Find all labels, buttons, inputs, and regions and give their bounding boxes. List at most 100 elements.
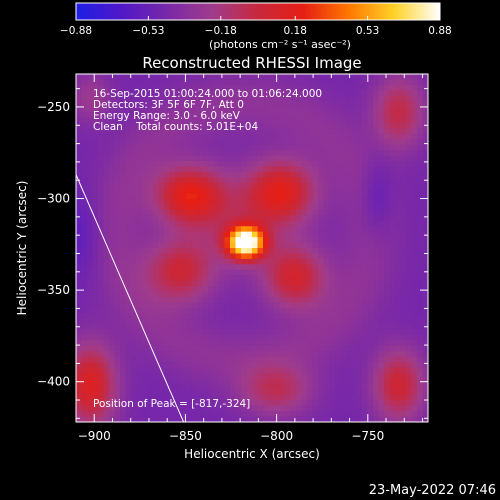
heatmap-cell bbox=[120, 122, 127, 129]
heatmap-cell bbox=[384, 307, 391, 314]
heatmap-cell bbox=[290, 264, 297, 271]
heatmap-cell bbox=[373, 106, 380, 113]
heatmap-cell bbox=[252, 106, 259, 113]
heatmap-cell bbox=[274, 204, 281, 211]
heatmap-cell bbox=[378, 291, 385, 298]
heatmap-cell bbox=[180, 307, 187, 314]
heatmap-cell bbox=[213, 215, 220, 222]
heatmap-cell bbox=[230, 302, 237, 309]
heatmap-cell bbox=[307, 400, 314, 407]
heatmap-cell bbox=[279, 318, 286, 325]
heatmap-cell bbox=[230, 144, 237, 151]
heatmap-cell bbox=[142, 400, 149, 407]
heatmap-cell bbox=[373, 101, 380, 108]
heatmap-cell bbox=[290, 351, 297, 358]
heatmap-cell bbox=[290, 329, 297, 336]
heatmap-cell bbox=[422, 400, 428, 407]
heatmap-cell bbox=[296, 188, 303, 195]
heatmap-cell bbox=[334, 280, 341, 287]
heatmap-cell bbox=[136, 378, 143, 385]
heatmap-cell bbox=[257, 84, 264, 91]
heatmap-cell bbox=[103, 139, 110, 146]
heatmap-cell bbox=[252, 74, 259, 81]
heatmap-cell bbox=[301, 122, 308, 129]
heatmap-cell bbox=[329, 318, 336, 325]
heatmap-cell bbox=[334, 318, 341, 325]
heatmap-cell bbox=[114, 144, 121, 151]
heatmap-cell bbox=[356, 90, 363, 97]
heatmap-cell bbox=[285, 383, 292, 390]
heatmap-cell bbox=[246, 74, 253, 81]
heatmap-cell bbox=[125, 133, 132, 140]
heatmap-cell bbox=[252, 117, 259, 124]
heatmap-cell bbox=[76, 209, 83, 216]
heatmap-cell bbox=[136, 264, 143, 271]
heatmap-cell bbox=[384, 394, 391, 401]
heatmap-cell bbox=[340, 209, 347, 216]
heatmap-cell bbox=[395, 329, 402, 336]
heatmap-cell bbox=[131, 411, 138, 418]
heatmap-cell bbox=[246, 155, 253, 162]
heatmap-cell bbox=[268, 177, 275, 184]
heatmap-cell bbox=[312, 101, 319, 108]
heatmap-cell bbox=[208, 378, 215, 385]
heatmap-cell bbox=[367, 231, 374, 238]
heatmap-cell bbox=[395, 264, 402, 271]
heatmap-cell bbox=[103, 193, 110, 200]
heatmap-cell bbox=[224, 367, 231, 374]
heatmap-cell bbox=[422, 389, 428, 396]
heatmap-cell bbox=[169, 383, 176, 390]
heatmap-cell bbox=[400, 324, 407, 331]
heatmap-cell bbox=[109, 373, 116, 380]
heatmap-cell bbox=[142, 373, 149, 380]
heatmap-cell bbox=[378, 362, 385, 369]
heatmap-cell bbox=[389, 253, 396, 260]
heatmap-cell bbox=[296, 286, 303, 293]
heatmap-cell bbox=[290, 291, 297, 298]
heatmap-cell bbox=[120, 237, 127, 244]
heatmap-cell bbox=[81, 264, 88, 271]
heatmap-cell bbox=[164, 394, 171, 401]
heatmap-cell bbox=[114, 405, 121, 412]
heatmap-cell bbox=[213, 101, 220, 108]
heatmap-cell bbox=[202, 378, 209, 385]
heatmap-cell bbox=[378, 378, 385, 385]
heatmap-cell bbox=[241, 329, 248, 336]
heatmap-cell bbox=[257, 329, 264, 336]
heatmap-cell bbox=[252, 204, 259, 211]
heatmap-cell bbox=[235, 367, 242, 374]
heatmap-cell bbox=[422, 199, 428, 206]
heatmap-cell bbox=[345, 150, 352, 157]
heatmap-cell bbox=[312, 204, 319, 211]
heatmap-cell bbox=[169, 313, 176, 320]
heatmap-cell bbox=[114, 400, 121, 407]
heatmap-cell bbox=[312, 182, 319, 189]
heatmap-cell bbox=[268, 275, 275, 282]
heatmap-cell bbox=[186, 329, 193, 336]
heatmap-cell bbox=[356, 226, 363, 233]
heatmap-cell bbox=[103, 253, 110, 260]
heatmap-cell bbox=[142, 122, 149, 129]
heatmap-cell bbox=[285, 258, 292, 265]
heatmap-cell bbox=[362, 231, 369, 238]
heatmap-cell bbox=[92, 226, 99, 233]
heatmap-cell bbox=[268, 351, 275, 358]
heatmap-cell bbox=[400, 345, 407, 352]
heatmap-cell bbox=[202, 95, 209, 102]
heatmap-cell bbox=[257, 411, 264, 418]
heatmap-cell bbox=[114, 199, 121, 206]
heatmap-cell bbox=[81, 307, 88, 314]
heatmap-cell bbox=[120, 373, 127, 380]
heatmap-cell bbox=[345, 275, 352, 282]
heatmap-cell bbox=[422, 128, 428, 135]
heatmap-cell bbox=[120, 345, 127, 352]
heatmap-cell bbox=[263, 275, 270, 282]
heatmap-cell bbox=[373, 220, 380, 227]
heatmap-cell bbox=[98, 139, 105, 146]
heatmap-cell bbox=[411, 166, 418, 173]
heatmap-cell bbox=[268, 313, 275, 320]
heatmap-cell bbox=[373, 90, 380, 97]
heatmap-cell bbox=[296, 112, 303, 119]
heatmap-cell bbox=[367, 400, 374, 407]
